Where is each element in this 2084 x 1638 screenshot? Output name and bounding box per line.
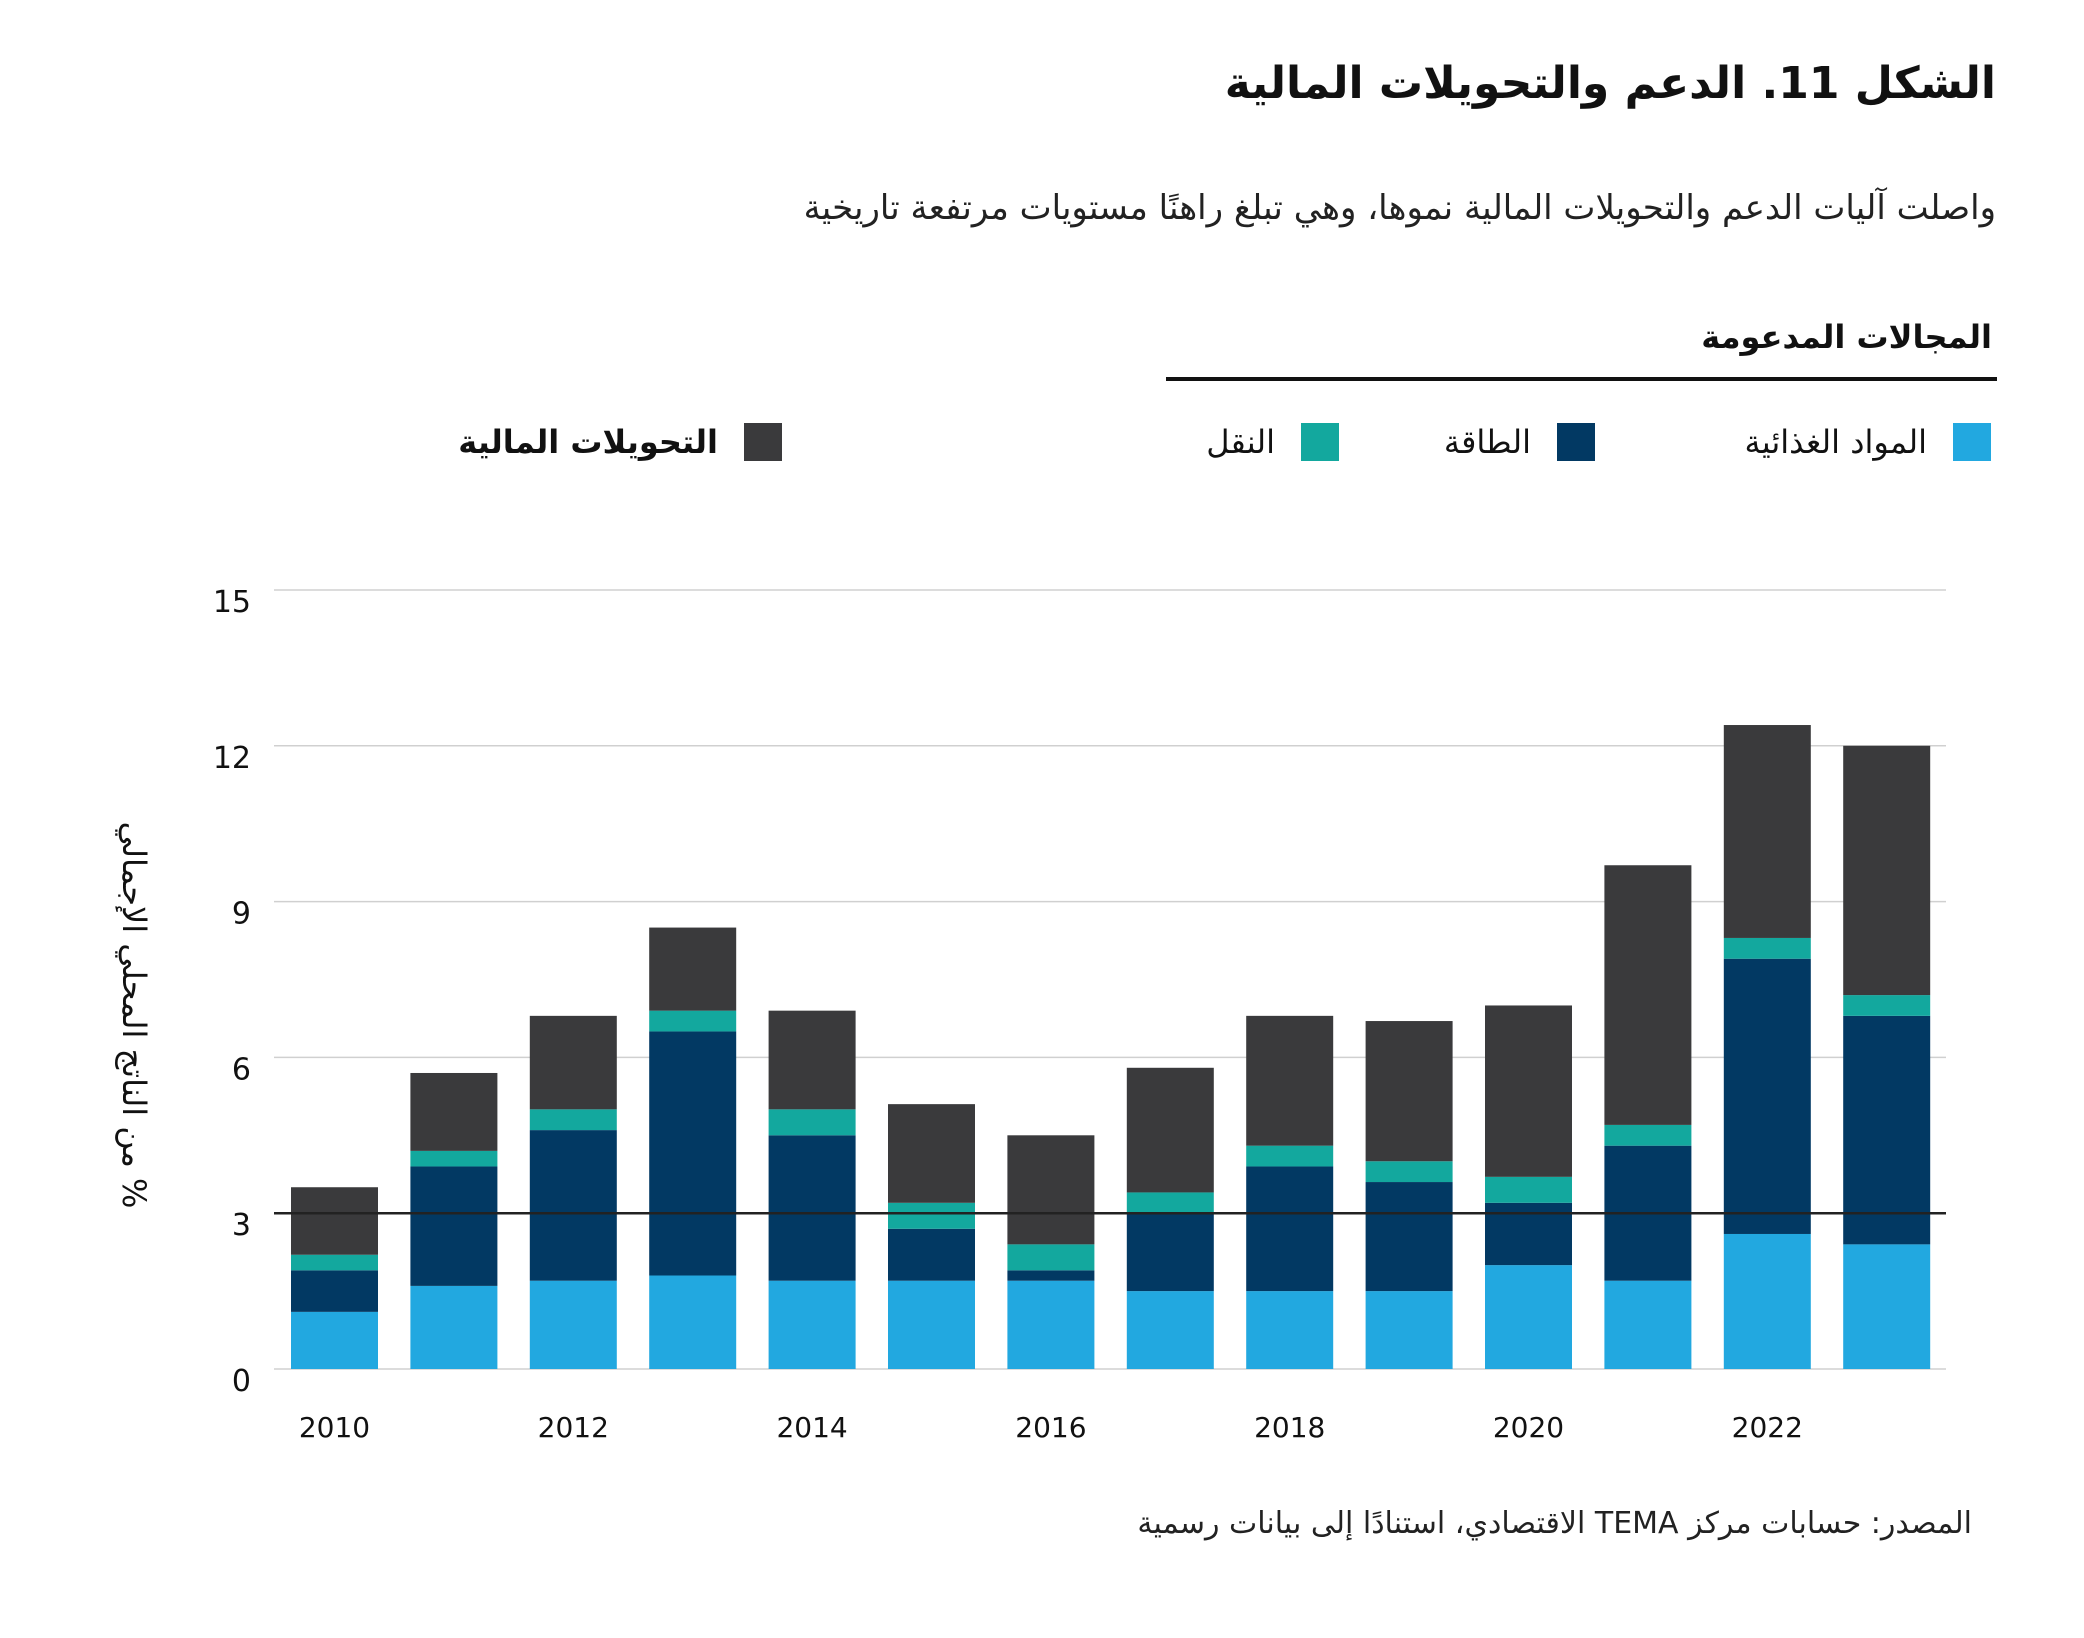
bar-segment-transport [888,1202,975,1229]
source-note: المصدر: حسابات مركز TEMA الاقتصادي، استن… [1137,1506,1972,1541]
legend-label: النقل [1206,423,1275,461]
legend-item-energy: الطاقة [1444,422,1595,462]
legend-swatch-transport [1301,423,1339,461]
bar-segment-energy [410,1166,498,1286]
bar-segment-energy [1007,1270,1095,1281]
bar-segment-energy [649,1031,737,1276]
bar-segment-transfers [410,1072,498,1151]
bar-segment-food [1843,1244,1931,1369]
bar-segment-transfers [529,1015,617,1110]
bar-segment-transport [1843,995,1931,1016]
bar-segment-food [1723,1233,1811,1369]
bar-segment-energy [1365,1182,1453,1292]
bar-segment-food [291,1311,378,1369]
bar-segment-energy [768,1135,856,1281]
bar-segment-energy [1246,1166,1334,1292]
y-tick-label: 15 [213,585,251,620]
x-tick-label: 2014 [776,1411,847,1444]
bar-segment-food [1485,1265,1572,1369]
bar-segment-energy [1126,1213,1214,1292]
y-tick-label: 6 [232,1052,251,1087]
bar-segment-transfers [1843,745,1931,996]
chart-subtitle: واصلت آليات الدعم والتحويلات المالية نمو… [803,188,1996,228]
bar-segment-food [768,1280,856,1369]
bar-segment-transfers [1485,1005,1572,1177]
bar-segment-food [1007,1280,1095,1369]
bar-segment-food [529,1280,617,1369]
x-tick-label: 2010 [299,1411,370,1444]
bar-segment-transfers [1246,1015,1334,1146]
legend-label: الطاقة [1443,423,1531,461]
bar-segment-transport [1007,1244,1095,1271]
legend-divider [1166,377,1997,381]
bar-segment-transport [291,1254,378,1271]
bar-segment-transport [1246,1145,1334,1167]
bar-segment-food [410,1285,498,1369]
bar-segment-transport [529,1109,617,1131]
chart-title: الشكل 11. الدعم والتحويلات المالية [1224,58,1996,109]
bar-segment-energy [888,1228,975,1281]
bar-segment-transport [1485,1176,1572,1203]
bar-segment-transfers [1365,1021,1453,1162]
legend-heading: المجالات المدعومة [1701,318,1992,356]
y-tick-label: 0 [232,1364,251,1399]
x-tick-label: 2020 [1493,1411,1564,1444]
bar-segment-food [1365,1291,1453,1369]
bar-segment-food [888,1280,975,1369]
bar-segment-transport [768,1109,856,1136]
legend-swatch-energy [1557,423,1595,461]
bar-segment-transfers [1604,865,1692,1125]
bar-segment-energy [529,1130,617,1281]
bar-segment-transport [1126,1192,1214,1214]
bar-segment-energy [1843,1015,1931,1245]
x-tick-label: 2016 [1015,1411,1086,1444]
bar-segment-energy [1723,958,1811,1234]
x-tick-label: 2022 [1732,1411,1803,1444]
y-tick-label: 3 [232,1208,251,1243]
legend-label: المواد الغذائية [1744,423,1927,461]
legend-item-food: المواد الغذائية [1745,422,1991,462]
bar-segment-food [1126,1291,1214,1369]
legend-swatch-transfers [744,423,782,461]
x-tick-label: 2012 [538,1411,609,1444]
bar-segment-food [1604,1280,1692,1369]
bar-segment-energy [291,1270,378,1312]
bar-segment-food [1246,1291,1334,1369]
bar-segment-transfers [888,1104,975,1203]
bar-segment-transport [1365,1161,1453,1183]
legend-item-transport: النقل [1206,422,1339,462]
bar-segment-transport [1604,1124,1692,1146]
legend-label: التحويلات المالية [458,423,718,461]
bar-segment-transfers [291,1187,378,1255]
y-tick-label: 9 [232,897,251,932]
bar-segment-transfers [768,1010,856,1110]
bar-segment-transport [649,1010,737,1032]
bar-segment-transfers [1007,1135,1095,1245]
y-tick-label: 12 [213,741,251,776]
bar-segment-transport [1723,937,1811,959]
bar-segment-transfers [649,927,737,1011]
bar-segment-transport [410,1150,498,1167]
legend-item-transfers: التحويلات المالية [458,422,782,462]
bar-segment-food [649,1275,737,1369]
x-tick-label: 2018 [1254,1411,1325,1444]
bar-segment-transfers [1723,725,1811,938]
legend-swatch-food [1953,423,1991,461]
bar-segment-transfers [1126,1067,1214,1193]
